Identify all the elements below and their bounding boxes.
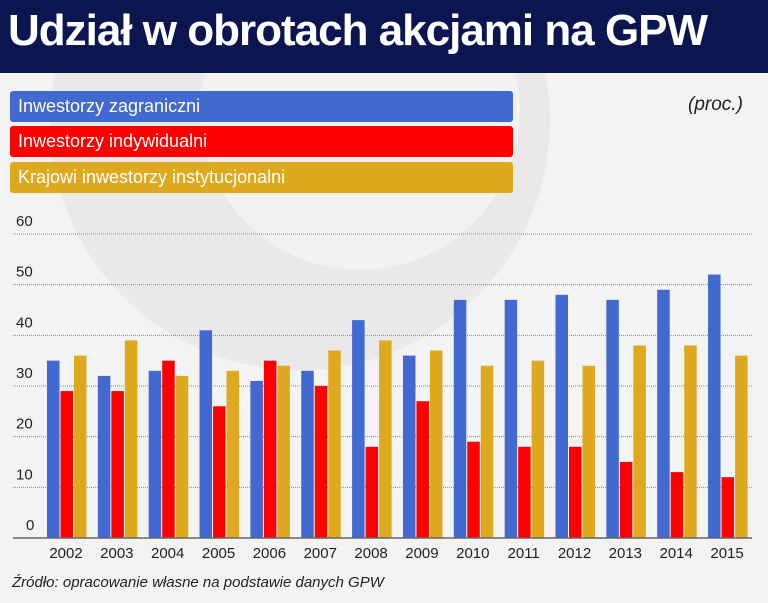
x-tick-label: 2012 <box>558 545 591 562</box>
bar-2010-2 <box>480 365 494 538</box>
x-tick-label: 2014 <box>660 545 693 562</box>
bar-2011-1 <box>518 446 531 538</box>
x-tick-label: 2006 <box>253 545 286 562</box>
bar-2004-1 <box>162 360 175 538</box>
unit-label: (proc.) <box>688 94 743 115</box>
bar-2013-0 <box>606 299 619 538</box>
bar-2007-2 <box>328 350 341 538</box>
legend-foreign-investors: Inwestorzy zagraniczni <box>10 91 513 122</box>
bar-2014-2 <box>684 345 697 538</box>
y-tick-label: 10 <box>16 466 33 483</box>
bar-2003-0 <box>97 375 111 538</box>
chart-title: Udział w obrotach akcjami na GPW <box>8 6 708 55</box>
bar-2010-1 <box>467 441 480 538</box>
bar-2007-0 <box>301 370 314 538</box>
bar-2002-1 <box>60 391 73 538</box>
bar-2007-1 <box>314 386 328 538</box>
x-tick-label: 2008 <box>354 545 387 562</box>
x-tick-label: 2005 <box>202 545 235 562</box>
bar-2013-1 <box>619 462 633 538</box>
y-tick-label: 20 <box>16 416 33 433</box>
bar-2006-2 <box>277 365 290 538</box>
bar-2006-1 <box>263 360 277 538</box>
bar-2012-2 <box>582 365 595 538</box>
bar-chart: 0 10 20 30 40 50 60 2002 2003 2004 2005 2006 2007 200… <box>13 213 752 562</box>
x-tick-label: 2010 <box>456 545 489 562</box>
x-tick-label: 2015 <box>710 545 743 562</box>
bar-2010-0 <box>453 299 467 538</box>
bar-2013-2 <box>633 345 646 538</box>
x-tick-label: 2009 <box>405 545 438 562</box>
legend-individual-investors: Inwestorzy indywidualni <box>10 126 513 157</box>
bar-2008-1 <box>365 446 379 538</box>
bar-2012-0 <box>555 294 568 538</box>
y-tick-label: 60 <box>16 213 33 230</box>
x-tick-label: 2013 <box>609 545 642 562</box>
y-tick-label: 30 <box>16 365 33 382</box>
bar-2009-2 <box>429 350 443 538</box>
bar-2004-2 <box>175 375 189 538</box>
x-tick-label: 2003 <box>100 545 133 562</box>
bar-2011-2 <box>531 360 545 538</box>
bar-2002-0 <box>47 360 60 538</box>
bar-2003-2 <box>124 340 138 538</box>
bar-2002-2 <box>74 355 87 538</box>
bar-2008-0 <box>352 320 365 538</box>
bar-2005-2 <box>226 370 240 538</box>
bar-2015-2 <box>735 355 748 538</box>
bar-2015-0 <box>708 274 721 538</box>
bar-2015-1 <box>721 477 735 538</box>
x-tick-label: 2002 <box>49 545 82 562</box>
bar-2012-1 <box>569 446 582 538</box>
y-tick-label: 0 <box>26 517 34 534</box>
bar-2004-0 <box>148 370 162 538</box>
x-tick-label: 2011 <box>508 545 540 562</box>
bar-2011-0 <box>504 299 518 538</box>
title-bar: Udział w obrotach akcjami na GPW <box>0 0 768 73</box>
legend-institutional-investors: Krajowi inwestorzy instytucjonalni <box>10 162 513 193</box>
bar-2006-0 <box>250 380 263 538</box>
x-tick-label: 2007 <box>304 545 337 562</box>
x-tick-label: 2004 <box>151 545 184 562</box>
bar-2005-0 <box>199 330 213 538</box>
bar-2005-1 <box>213 406 226 538</box>
bar-2014-0 <box>657 289 670 538</box>
y-tick-label: 40 <box>16 314 33 331</box>
bar-2003-1 <box>111 391 124 538</box>
bar-2009-0 <box>402 355 416 538</box>
y-tick-label: 50 <box>16 264 33 281</box>
bar-2009-1 <box>416 401 429 538</box>
source-note: Źródło: opracowanie własne na podstawie … <box>12 574 384 591</box>
bar-2014-1 <box>670 472 684 538</box>
bar-2008-2 <box>379 340 392 538</box>
